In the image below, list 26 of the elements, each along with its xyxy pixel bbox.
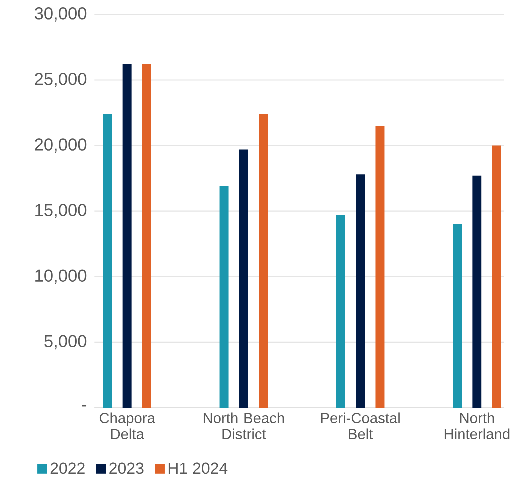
y-tick-label: 15,000 [36, 204, 87, 218]
bar [142, 64, 152, 408]
bar [356, 174, 366, 408]
bar [492, 146, 502, 408]
bar [220, 186, 229, 408]
y-tick-label: 30,000 [34, 8, 87, 22]
bar [336, 215, 346, 408]
bar [122, 64, 132, 408]
bar [103, 114, 112, 408]
legend-label: 2023 [110, 462, 144, 474]
bar [259, 114, 268, 408]
y-tick-label: 25,000 [35, 73, 87, 88]
x-tick-label: North Beach District [204, 412, 284, 440]
bar [472, 176, 482, 408]
y-tick-label: - [82, 405, 87, 407]
bar [239, 150, 248, 408]
x-tick-label: North Hinterland [444, 412, 510, 440]
legend-label: H1 2024 [168, 462, 228, 474]
y-tick-label: 20,000 [35, 138, 87, 153]
x-tick-label: Chapora Delta [100, 412, 156, 440]
x-tick-label: Peri-Coastal Belt [321, 412, 400, 440]
legend-label: 2022 [50, 462, 85, 474]
bar [376, 126, 385, 408]
y-tick-label: 5,000 [44, 335, 87, 350]
bar [453, 224, 462, 408]
y-tick-label: 10,000 [36, 270, 87, 284]
